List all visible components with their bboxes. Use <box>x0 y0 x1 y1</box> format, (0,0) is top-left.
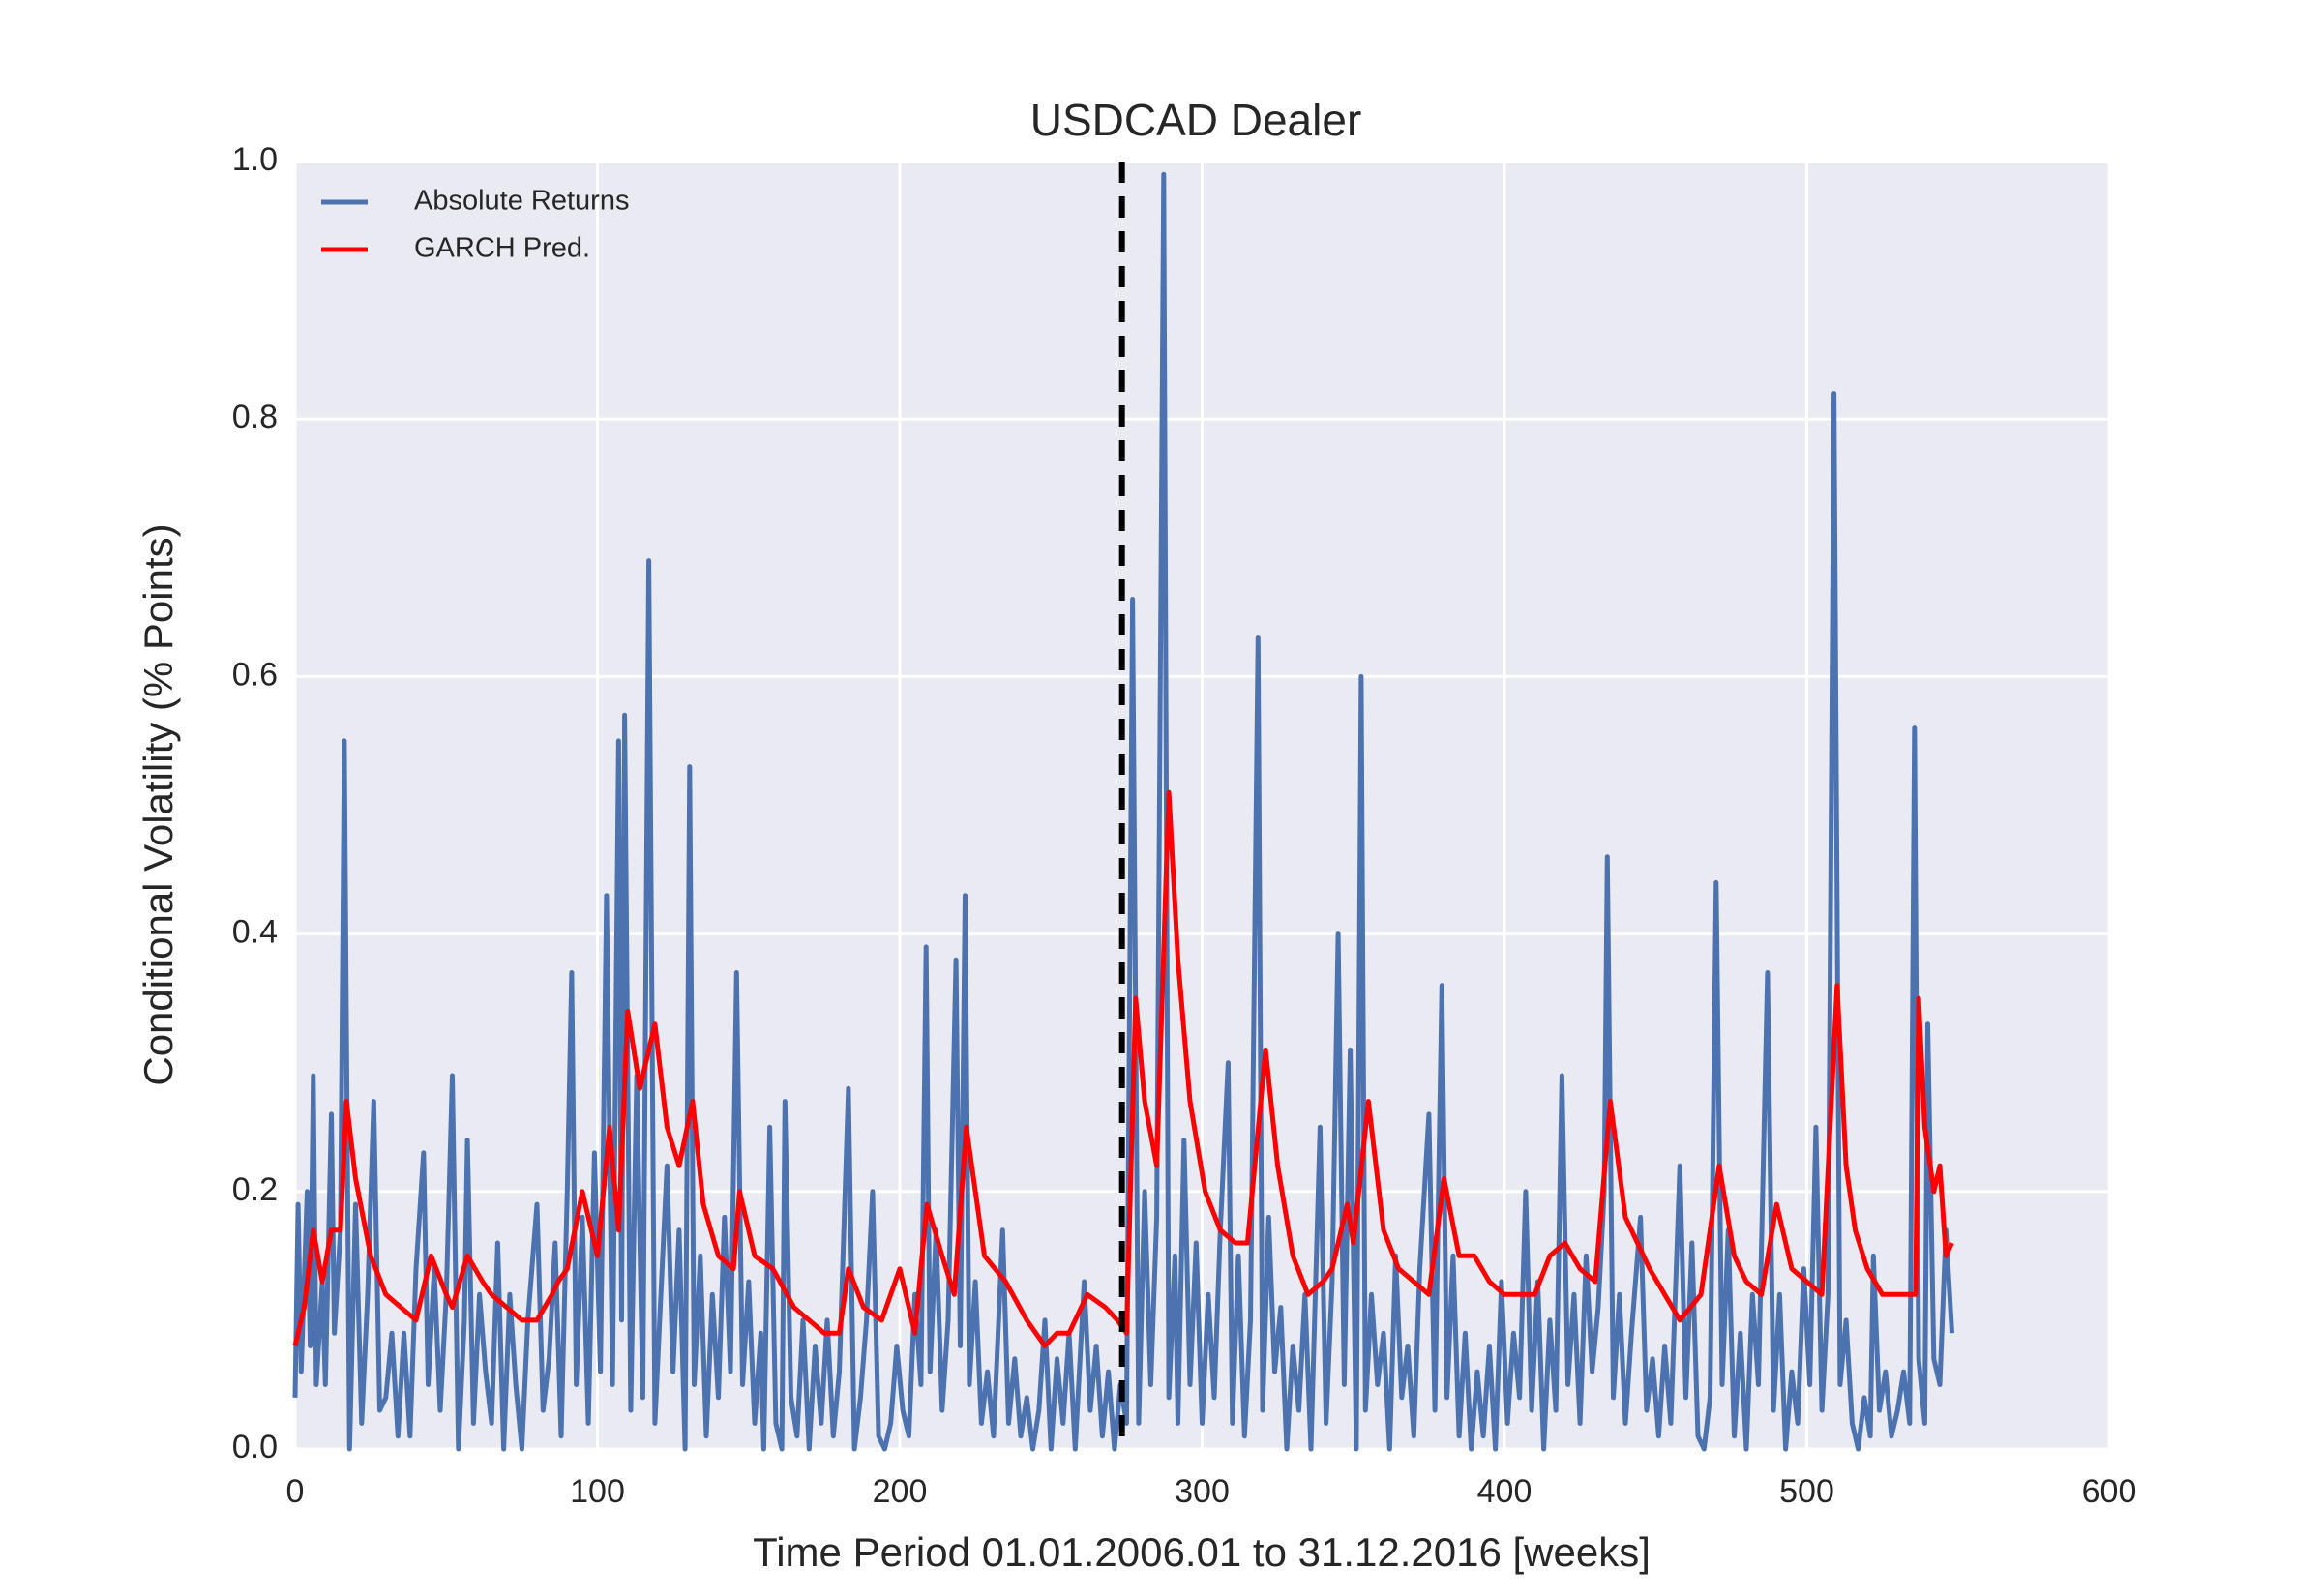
chart-title: USDCAD Dealer <box>1030 95 1362 145</box>
x-tick-label: 0 <box>286 1473 305 1510</box>
legend-label: Absolute Returns <box>414 186 629 217</box>
y-tick-label: 1.0 <box>232 141 278 178</box>
x-tick-label: 400 <box>1477 1473 1533 1510</box>
x-tick-label: 600 <box>2082 1473 2137 1510</box>
series-line <box>292 789 1954 1348</box>
y-tick-label: 0.0 <box>232 1429 278 1465</box>
y-tick-label: 0.2 <box>232 1171 278 1208</box>
legend-label: GARCH Pred. <box>414 233 590 264</box>
x-axis-label: Time Period 01.01.2006.01 to 31.12.2016 … <box>753 1529 1651 1575</box>
y-axis-label: Conditional Volatility (% Points) <box>135 523 181 1085</box>
x-tick-label: 200 <box>873 1473 928 1510</box>
series-line <box>292 171 1954 1452</box>
y-tick-label: 0.4 <box>232 914 278 951</box>
x-tick-label: 500 <box>1779 1473 1834 1510</box>
x-tick-label: 300 <box>1175 1473 1230 1510</box>
y-tick-label: 0.6 <box>232 656 278 693</box>
x-tick-label: 100 <box>570 1473 625 1510</box>
y-tick-label: 0.8 <box>232 399 278 435</box>
